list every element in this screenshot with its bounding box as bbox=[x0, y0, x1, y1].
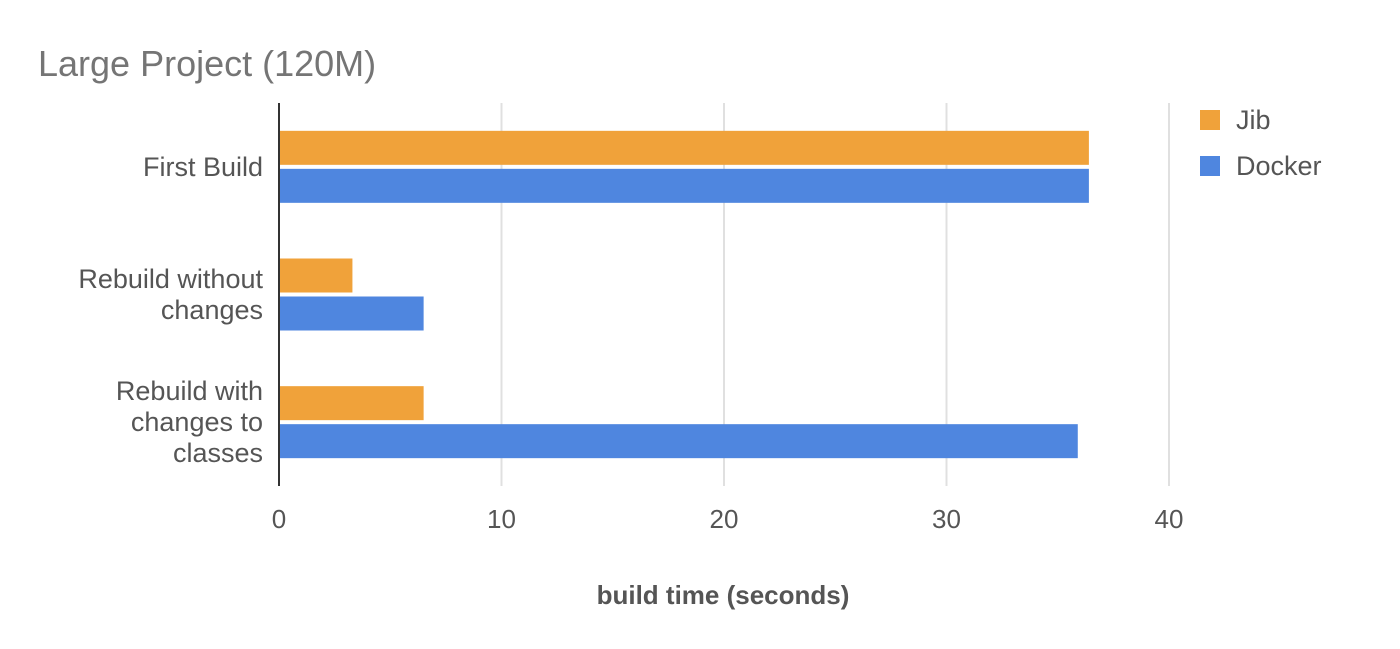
bar-docker-2 bbox=[279, 424, 1078, 459]
legend-label-jib: Jib bbox=[1236, 105, 1271, 135]
x-tick-label: 20 bbox=[710, 504, 739, 534]
category-label: Rebuild with changes to classes bbox=[116, 376, 263, 468]
category-labels: First Build Rebuild without changes Rebuild… bbox=[78, 152, 263, 468]
bar-docker-0 bbox=[279, 168, 1089, 203]
gridlines bbox=[500, 103, 1170, 486]
bar-docker-1 bbox=[279, 296, 424, 331]
bar-jib-0 bbox=[279, 130, 1089, 165]
legend-swatch-jib bbox=[1200, 110, 1220, 130]
x-axis-title: build time (seconds) bbox=[597, 580, 850, 610]
legend-swatch-docker bbox=[1200, 156, 1220, 176]
category-label: Rebuild without changes bbox=[78, 264, 263, 325]
legend-label-docker: Docker bbox=[1236, 151, 1322, 181]
x-tick-label: 30 bbox=[932, 504, 961, 534]
x-tick-label: 0 bbox=[272, 504, 286, 534]
x-tick-label: 40 bbox=[1155, 504, 1184, 534]
bars bbox=[279, 130, 1089, 459]
category-label: First Build bbox=[143, 152, 263, 182]
legend: Jib Docker bbox=[1200, 105, 1322, 181]
x-tick-label: 10 bbox=[487, 504, 516, 534]
bar-jib-1 bbox=[279, 258, 353, 293]
bar-jib-2 bbox=[279, 386, 424, 421]
chart-title: Large Project (120M) bbox=[38, 43, 376, 84]
x-tick-labels: 0 10 20 30 40 bbox=[272, 504, 1184, 534]
